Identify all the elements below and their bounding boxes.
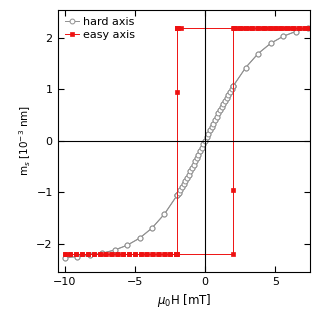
hard axis — [75, 255, 79, 259]
easy axis — [175, 26, 179, 29]
easy axis — [174, 252, 178, 256]
easy axis — [175, 252, 179, 256]
Y-axis label: m$_s$ [10$^{-3}$ nm]: m$_s$ [10$^{-3}$ nm] — [18, 105, 34, 176]
Line: hard axis: hard axis — [62, 22, 320, 260]
easy axis — [156, 252, 160, 256]
Line: easy axis: easy axis — [62, 26, 320, 256]
hard axis — [215, 115, 219, 119]
easy axis — [302, 26, 306, 29]
Legend: hard axis, easy axis: hard axis, easy axis — [63, 15, 137, 42]
easy axis — [251, 26, 254, 29]
hard axis — [63, 256, 67, 260]
hard axis — [226, 93, 230, 97]
hard axis — [269, 42, 273, 45]
easy axis — [175, 90, 179, 94]
hard axis — [138, 236, 141, 240]
X-axis label: $\mu_0$H [mT]: $\mu_0$H [mT] — [157, 292, 211, 309]
hard axis — [231, 84, 235, 88]
easy axis — [63, 252, 67, 256]
